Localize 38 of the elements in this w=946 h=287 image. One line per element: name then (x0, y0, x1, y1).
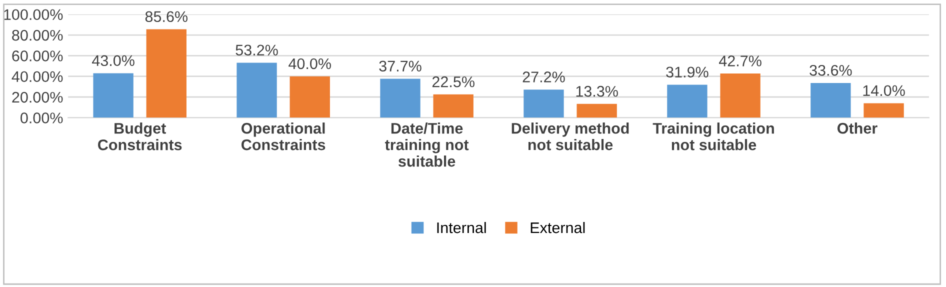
data-label: 27.2% (522, 72, 565, 82)
data-label: 40.0% (288, 58, 331, 70)
x-tick-label: Budget Constraints (98, 122, 182, 150)
bar (576, 104, 617, 118)
bar (290, 76, 330, 118)
y-tick-label: 0.00% (20, 112, 63, 124)
data-label: 33.6% (810, 64, 852, 76)
x-tick-label: Operational Constraints (242, 122, 326, 150)
data-label: 43.0% (92, 55, 134, 66)
data-label: 22.5% (432, 76, 474, 88)
data-label: 14.0% (863, 85, 905, 96)
data-label: 13.3% (576, 86, 618, 97)
legend-label: Internal (437, 222, 486, 234)
y-tick-label: 80.00% (12, 30, 63, 41)
x-tick-label: Delivery method not suitable (512, 122, 629, 150)
x-tick-label: Training location not suitable (652, 122, 774, 150)
bar (433, 94, 474, 118)
data-label: 53.2% (236, 44, 278, 56)
bar (864, 103, 904, 118)
bar (667, 84, 708, 118)
data-label: 42.7% (718, 56, 762, 66)
data-label: 85.6% (145, 11, 188, 22)
bar (720, 74, 760, 118)
y-tick-label: 100.00% (4, 9, 63, 20)
data-label: 37.7% (379, 60, 422, 72)
x-tick-label: Other (837, 122, 878, 134)
y-tick-label: 20.00% (12, 92, 63, 103)
legend-label: External (530, 222, 585, 234)
bar (146, 29, 186, 118)
bar (524, 90, 564, 118)
y-tick-label: 60.00% (12, 50, 63, 62)
bar (810, 82, 851, 118)
bar (93, 73, 134, 118)
data-label: 31.9% (666, 66, 708, 78)
y-tick-label: 40.00% (12, 71, 63, 82)
bar (380, 78, 420, 118)
bar (236, 62, 277, 118)
x-tick-label: Date/Time training not suitable (384, 122, 469, 167)
